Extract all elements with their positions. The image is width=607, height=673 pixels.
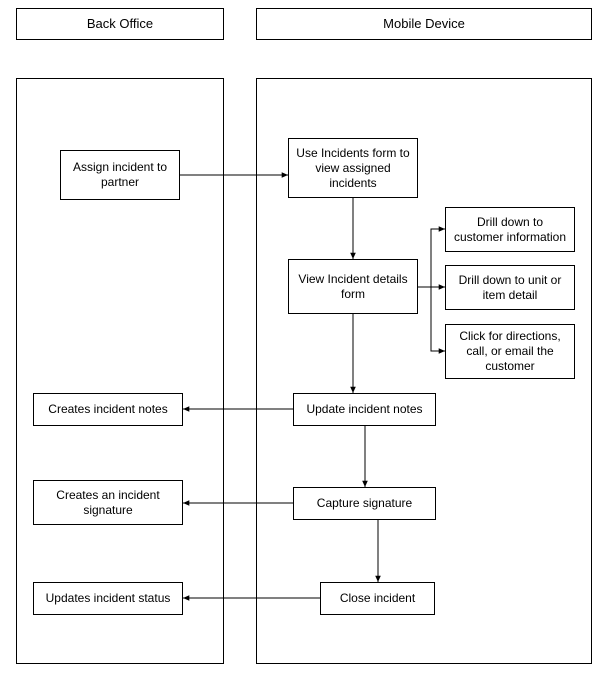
- node-label: Update incident notes: [306, 402, 422, 417]
- node-click-directions: Click for directions, call, or email the…: [445, 324, 575, 379]
- lane-header-back-office: Back Office: [16, 8, 224, 40]
- node-updates-incident-status: Updates incident status: [33, 582, 183, 615]
- node-label: Creates incident notes: [48, 402, 167, 417]
- node-label: Creates an incident signature: [40, 488, 176, 518]
- lane-header-label: Mobile Device: [383, 16, 465, 32]
- node-view-incident-details: View Incident details form: [288, 259, 418, 314]
- node-assign-incident: Assign incident to partner: [60, 150, 180, 200]
- flowchart-canvas: Back Office Mobile Device Assign inciden…: [0, 0, 607, 673]
- node-label: Use Incidents form to view assigned inci…: [295, 146, 411, 191]
- node-creates-incident-signature: Creates an incident signature: [33, 480, 183, 525]
- node-label: Capture signature: [317, 496, 412, 511]
- node-label: Drill down to unit or item detail: [452, 273, 568, 303]
- lane-header-label: Back Office: [87, 16, 153, 32]
- node-use-incidents-form: Use Incidents form to view assigned inci…: [288, 138, 418, 198]
- lane-header-mobile-device: Mobile Device: [256, 8, 592, 40]
- node-close-incident: Close incident: [320, 582, 435, 615]
- node-update-incident-notes: Update incident notes: [293, 393, 436, 426]
- node-label: Assign incident to partner: [67, 160, 173, 190]
- node-label: Drill down to customer information: [452, 215, 568, 245]
- node-label: Close incident: [340, 591, 415, 606]
- node-label: Updates incident status: [46, 591, 171, 606]
- node-drill-unit-item: Drill down to unit or item detail: [445, 265, 575, 310]
- node-label: Click for directions, call, or email the…: [452, 329, 568, 374]
- node-label: View Incident details form: [295, 272, 411, 302]
- node-creates-incident-notes: Creates incident notes: [33, 393, 183, 426]
- node-capture-signature: Capture signature: [293, 487, 436, 520]
- node-drill-customer-info: Drill down to customer information: [445, 207, 575, 252]
